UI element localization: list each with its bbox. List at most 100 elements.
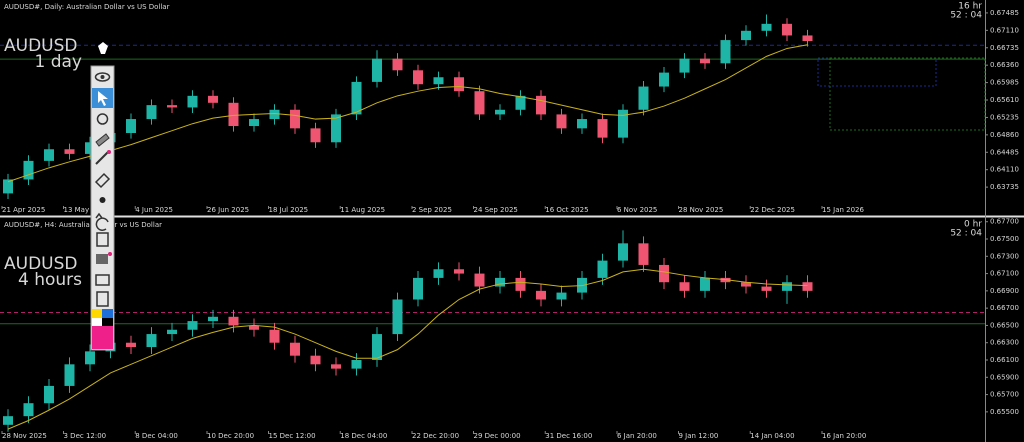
candle-body: [597, 119, 608, 138]
x-tick-label: 10 Dec 20:00: [207, 432, 254, 440]
candle-body: [679, 58, 690, 73]
candle-body: [782, 23, 792, 36]
candle-body: [413, 277, 423, 300]
x-tick-label: 22 Dec 20:00: [412, 432, 459, 440]
dot-tool[interactable]: [99, 197, 106, 203]
x-tick-label: 16 Jan 20:00: [822, 432, 866, 440]
x-tick-label: 11 Aug 2025: [340, 206, 385, 214]
timeframe-label: 1 day: [35, 52, 83, 72]
trash-tool[interactable]: [96, 232, 109, 247]
undo-tool[interactable]: [95, 212, 109, 231]
x-tick-label: 15 Jan 2026: [822, 206, 865, 214]
candle-body: [187, 321, 198, 330]
candle-body: [167, 329, 177, 335]
symbol-label: AUDUSD: [4, 254, 78, 274]
x-tick-label: 18 Jul 2025: [269, 206, 309, 214]
candle-body: [638, 86, 649, 110]
candle-body: [782, 282, 792, 291]
candle-body: [146, 105, 157, 120]
y-tick-label: 0.67300: [990, 252, 1019, 260]
zone-rect: [817, 57, 937, 87]
y-tick-label: 0.65610: [990, 96, 1019, 104]
eye-tool[interactable]: [94, 72, 111, 82]
candle-body: [433, 77, 444, 85]
y-tick-label: 0.66500: [990, 321, 1019, 329]
candle-body: [351, 81, 362, 115]
candle-body: [454, 269, 464, 274]
moving-average: [7, 44, 808, 183]
x-tick-label: 21 Apr 2025: [2, 206, 45, 214]
line-tool[interactable]: [95, 150, 110, 165]
x-tick-label: 15 Dec 12:00: [269, 432, 316, 440]
color-swatch[interactable]: [92, 309, 102, 318]
eraser-tool[interactable]: [95, 133, 110, 147]
candle-body: [228, 316, 239, 326]
timer-minutes: 52 : 04: [950, 11, 982, 21]
template-tool[interactable]: [96, 254, 108, 264]
x-tick-label: 28 Nov 2025: [2, 432, 47, 440]
candle-body: [126, 342, 136, 348]
color-swatch[interactable]: [102, 318, 113, 326]
pen-icon[interactable]: [98, 42, 108, 54]
color-swatch[interactable]: [92, 318, 102, 326]
timer-hours: 0 hr: [964, 220, 982, 230]
candle-body: [331, 364, 341, 369]
y-tick-label: 0.65500: [990, 408, 1019, 416]
candle-body: [392, 58, 403, 71]
candle-body: [495, 277, 505, 287]
drawing-toolbar: [90, 42, 115, 351]
candle-body: [659, 72, 669, 87]
x-tick-label: 18 Dec 04:00: [340, 432, 387, 440]
zone-rect: [829, 57, 986, 131]
clipboard-tool[interactable]: [96, 291, 109, 307]
candle-body: [515, 95, 526, 110]
candle-body: [495, 109, 505, 115]
candle-body: [618, 109, 628, 138]
candle-body: [44, 385, 54, 404]
chart-title: AUDUSD#, H4: Australian Dollar vs US Dol…: [4, 221, 162, 229]
candle-body: [618, 243, 628, 261]
timer-minutes: 52 : 04: [950, 229, 982, 239]
x-tick-label: 8 Dec 04:00: [135, 432, 178, 440]
moving-average: [7, 268, 808, 430]
y-tick-label: 0.65985: [990, 79, 1019, 87]
x-tick-label: 2 Sep 2025: [412, 206, 452, 214]
timeframe-label: 4 hours: [18, 270, 82, 290]
x-tick-label: 29 Dec 00:00: [474, 432, 521, 440]
candle-body: [741, 282, 751, 287]
candle-body: [85, 351, 95, 365]
candle-body: [720, 40, 731, 64]
x-tick-label: 13 May 2025: [64, 206, 110, 214]
color-swatch[interactable]: [92, 326, 113, 349]
candle-body: [249, 119, 259, 127]
x-tick-label: 6 Nov 2025: [617, 206, 657, 214]
toolbar-panel: [90, 65, 115, 351]
candle-body: [290, 342, 300, 356]
screenshot-tool[interactable]: [95, 274, 110, 286]
candle-body: [64, 149, 75, 154]
y-tick-label: 0.66300: [990, 339, 1019, 347]
color-swatch[interactable]: [102, 309, 113, 318]
candle-body: [700, 58, 710, 64]
candle-body: [310, 355, 321, 365]
y-tick-label: 0.66700: [990, 304, 1019, 312]
candle-body: [536, 95, 546, 115]
candle-body: [802, 35, 813, 42]
candle-body: [700, 277, 710, 291]
y-tick-label: 0.64110: [990, 166, 1019, 174]
x-tick-label: 26 Jun 2025: [207, 206, 249, 214]
y-tick-label: 0.65900: [990, 373, 1019, 381]
candle-body: [392, 299, 403, 335]
ruler-tool[interactable]: [94, 172, 111, 189]
y-tick-label: 0.64860: [990, 131, 1019, 139]
y-tick-label: 0.66735: [990, 44, 1019, 52]
candle-body: [372, 334, 382, 360]
candle-body: [146, 334, 157, 348]
candle-body: [331, 114, 341, 143]
candle-body: [474, 273, 485, 287]
candle-body: [802, 282, 813, 291]
x-tick-label: 4 Jun 2025: [135, 206, 173, 214]
candle-body: [85, 142, 95, 154]
crosshair-tool[interactable]: [96, 113, 109, 125]
x-tick-label: 31 Dec 16:00: [545, 432, 592, 440]
